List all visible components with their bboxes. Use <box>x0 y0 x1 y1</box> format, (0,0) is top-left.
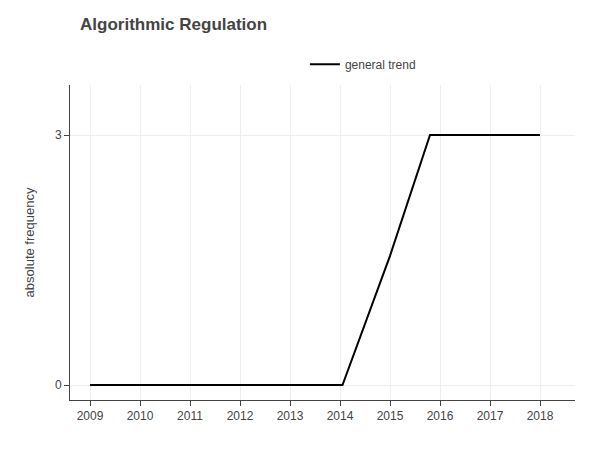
svg-text:2017: 2017 <box>477 409 504 423</box>
svg-text:2009: 2009 <box>77 409 104 423</box>
svg-text:general trend: general trend <box>345 58 416 72</box>
svg-text:2013: 2013 <box>277 409 304 423</box>
svg-text:Algorithmic Regulation: Algorithmic Regulation <box>80 15 267 34</box>
svg-text:absolute frequency: absolute frequency <box>22 187 37 297</box>
svg-text:2015: 2015 <box>377 409 404 423</box>
svg-text:2010: 2010 <box>127 409 154 423</box>
svg-text:3: 3 <box>55 128 62 142</box>
svg-text:2012: 2012 <box>227 409 254 423</box>
svg-text:2011: 2011 <box>177 409 203 423</box>
svg-text:2016: 2016 <box>427 409 454 423</box>
svg-text:0: 0 <box>55 378 62 392</box>
svg-text:2014: 2014 <box>327 409 354 423</box>
svg-text:2018: 2018 <box>527 409 554 423</box>
